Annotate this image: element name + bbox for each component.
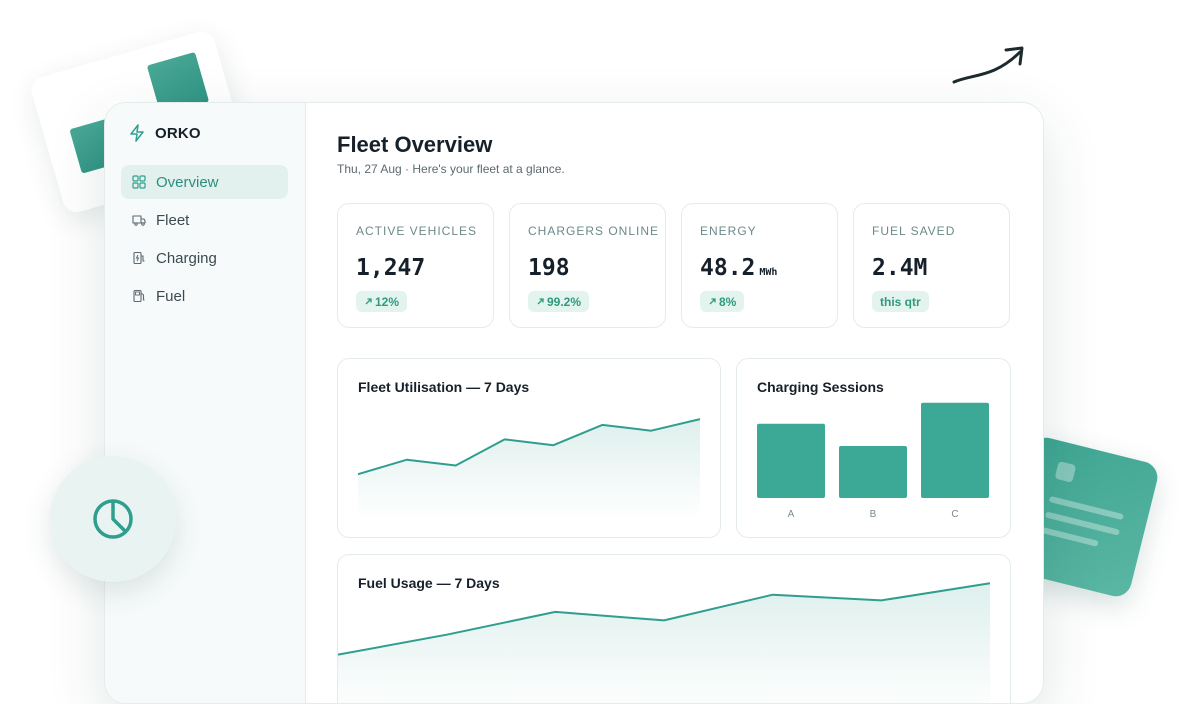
charging-sessions-card: Charging Sessions A B C [736,358,1011,538]
fuel-usage-card: Fuel Usage — 7 Days [337,554,1011,703]
kpi-card-energy[interactable]: ENERGY 48.2 MWh 8% [681,203,838,328]
kpi-period-badge: this qtr [872,291,929,312]
sidebar-item-label: Fleet [156,211,190,229]
trend-arrow-icon [952,46,1024,84]
page-title: Fleet Overview [337,132,493,157]
app-window: ORKO Overview Fleet [104,102,1044,704]
kpi-label: ENERGY [700,224,757,238]
clock-badge[interactable] [50,456,176,582]
pie-clock-icon [93,499,133,539]
kpi-value: 2.4M [872,255,928,281]
series-area [338,583,990,703]
kpi-value: 198 [528,255,570,281]
arrow-up-right-icon [537,298,544,305]
kpi-value: 1,247 [356,255,426,281]
fuel-usage-chart [338,582,991,703]
x-tick-label: C [951,509,958,520]
sidebar-item-label: Fuel [156,287,186,305]
kpi-card-active-vehicles[interactable]: ACTIVE VEHICLES 1,247 12% [337,203,494,328]
kpi-label: ACTIVE VEHICLES [356,224,478,238]
main-content: Fleet Overview Thu, 27 Aug · Here's your… [305,103,1043,703]
kpi-card-fuel-saved[interactable]: FUEL SAVED 2.4M this qtr [853,203,1010,328]
arrow-up-right-icon [709,298,716,305]
kpi-label: FUEL SAVED [872,224,956,238]
fuel-pump-icon [133,289,145,303]
sidebar: ORKO Overview Fleet [105,103,306,703]
sidebar-nav: Overview Fleet Charging [121,165,288,317]
sidebar-item-fuel[interactable]: Fuel [121,279,288,313]
series-line [338,582,991,656]
kpi-card-chargers-online[interactable]: CHARGERS ONLINE 198 99.2% [509,203,666,328]
kpi-label: CHARGERS ONLINE [528,224,660,238]
kpi-delta-badge: 12% [356,291,408,312]
charging-sessions-chart: A B C [757,402,989,520]
kpi-value: 48.2 MWh [700,255,778,281]
decorative-chip [1054,460,1077,483]
series-area [358,419,700,519]
kpi-delta-badge: 99.2% [528,291,590,312]
grid-icon [132,175,146,189]
x-tick-label: B [870,509,877,520]
chart-title: Fleet Utilisation — 7 Days [358,379,530,395]
sidebar-item-overview[interactable]: Overview [121,165,288,199]
chart-title: Fuel Usage — 7 Days [358,575,500,591]
chart-title: Charging Sessions [757,379,884,395]
fleet-utilisation-chart [357,418,701,519]
brand[interactable]: ORKO [129,124,201,142]
fleet-utilisation-card: Fleet Utilisation — 7 Days [337,358,721,538]
sidebar-item-label: Charging [156,249,217,267]
bolt-icon [130,124,144,142]
sidebar-item-label: Overview [156,173,219,191]
series-line [357,418,701,476]
bar[interactable] [921,402,989,498]
decorative-line [1040,526,1099,547]
sidebar-item-fleet[interactable]: Fleet [121,203,288,237]
bar[interactable] [839,446,907,498]
x-tick-label: A [788,509,795,520]
bar[interactable] [757,423,825,498]
arrow-up-right-icon [365,298,372,305]
kpi-unit: MWh [759,267,778,278]
page-subtitle: Thu, 27 Aug · Here's your fleet at a gla… [337,162,565,176]
brand-name: ORKO [155,124,201,142]
sidebar-item-charging[interactable]: Charging [121,241,288,275]
truck-icon [132,215,146,226]
kpi-delta-badge: 8% [700,291,745,312]
charger-icon [133,251,145,265]
